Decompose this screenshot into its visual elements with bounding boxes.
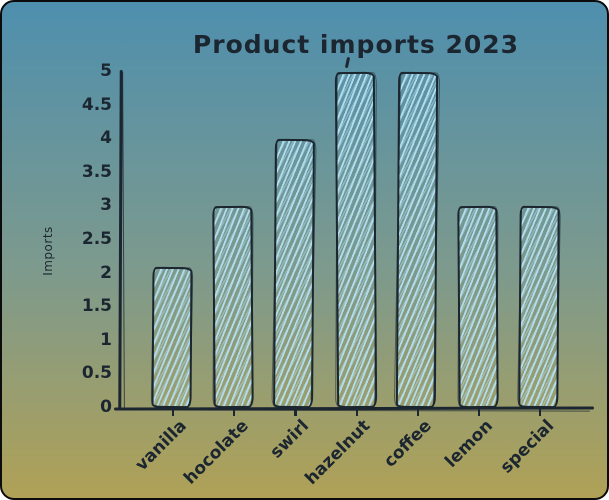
bar-special	[518, 206, 560, 409]
y-tick-label-3.5: 3.5	[81, 161, 112, 182]
y-tick-label-4: 4	[100, 128, 112, 149]
bar-hazelnut	[334, 71, 377, 409]
bar-hocolate	[212, 206, 254, 409]
x-axis-label-swirl: swirl	[266, 416, 314, 463]
x-axis-line-overstroke	[117, 409, 591, 412]
x-tick-lemon	[477, 408, 481, 416]
x-tick-hocolate	[233, 408, 236, 416]
y-tick-label-0.5: 0.5	[81, 363, 112, 384]
y-tick-label-1: 1	[100, 329, 112, 350]
y-tick-label-1.5: 1.5	[81, 296, 112, 317]
x-axis-label-vanilla: vanilla	[132, 416, 192, 476]
x-axis-label-lemon: lemon	[441, 416, 498, 472]
y-axis-line-overstroke	[122, 71, 126, 409]
x-tick-coffee	[416, 408, 419, 416]
bar-swirl	[273, 139, 316, 409]
x-tick-hazelnut	[355, 408, 358, 416]
x-axis-label-hocolate: hocolate	[179, 416, 253, 489]
y-tick-label-5: 5	[100, 61, 112, 81]
x-axis-label-hazelnut: hazelnut	[301, 416, 375, 489]
chart-title: Product imports 2023	[192, 30, 520, 59]
y-tick-label-2.5: 2.5	[81, 229, 112, 249]
x-tick-special	[539, 408, 542, 416]
bar-lemon	[457, 206, 499, 409]
y-tick-label-2: 2	[100, 262, 112, 283]
x-axis-label-special: special	[496, 416, 559, 478]
x-axis-label-coffee: coffee	[380, 416, 436, 472]
y-tick-label-3: 3	[100, 195, 112, 216]
bar-vanilla	[151, 266, 193, 409]
y-tick-label-0: 0	[100, 397, 112, 417]
y-tick-label-4.5: 4.5	[81, 94, 112, 115]
x-tick-vanilla	[172, 408, 175, 416]
x-tick-swirl	[294, 408, 297, 416]
bar-coffee	[395, 71, 438, 409]
